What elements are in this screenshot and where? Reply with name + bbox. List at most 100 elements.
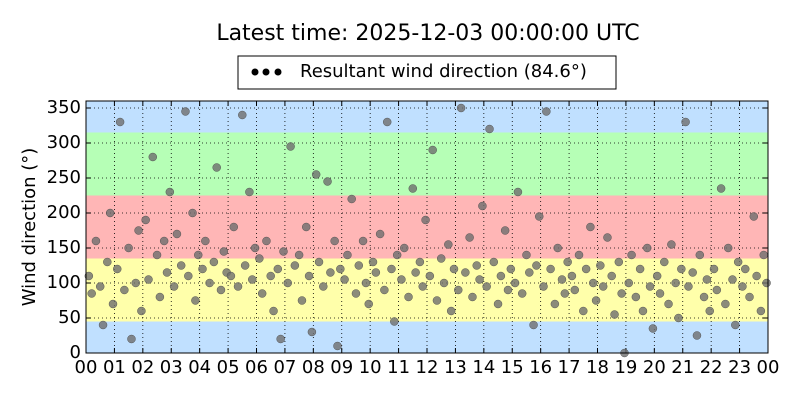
data-point xyxy=(570,285,579,295)
x-tick-label: 00 xyxy=(757,357,780,378)
data-point xyxy=(496,271,506,281)
data-point xyxy=(162,268,172,277)
data-point xyxy=(98,320,108,330)
x-tick-label: 04 xyxy=(188,357,211,378)
x-tick-label: 05 xyxy=(217,357,240,378)
data-point xyxy=(302,222,311,232)
data-point xyxy=(664,299,673,309)
y-tick-label: 100 xyxy=(47,272,81,293)
data-point xyxy=(444,240,453,249)
data-point xyxy=(733,257,743,267)
data-point xyxy=(712,285,722,295)
data-point xyxy=(212,163,221,172)
data-point xyxy=(330,236,339,246)
data-point xyxy=(141,215,150,225)
plot-frame xyxy=(85,100,769,354)
data-point xyxy=(347,194,356,204)
data-point xyxy=(290,261,300,270)
data-point xyxy=(695,250,704,260)
y-tick-label: 250 xyxy=(47,167,81,188)
x-tick-label: 06 xyxy=(245,357,268,378)
data-point xyxy=(387,264,396,274)
data-point xyxy=(493,299,503,309)
data-point xyxy=(563,257,572,267)
x-tick-label: 20 xyxy=(643,357,666,378)
data-point xyxy=(702,275,712,284)
data-point xyxy=(255,254,264,263)
data-point xyxy=(749,212,758,221)
data-point xyxy=(340,275,349,284)
data-point xyxy=(343,250,352,260)
data-point xyxy=(279,247,288,256)
data-point xyxy=(91,236,101,246)
data-point xyxy=(500,226,510,235)
data-point xyxy=(159,236,169,246)
data-point xyxy=(643,243,652,253)
data-point xyxy=(614,257,624,267)
data-point xyxy=(124,243,133,253)
data-point xyxy=(579,306,588,316)
x-tick-label: 14 xyxy=(472,357,495,378)
data-point xyxy=(745,292,754,302)
data-point xyxy=(131,278,140,288)
data-point xyxy=(113,264,122,274)
data-point xyxy=(351,289,361,298)
data-point xyxy=(262,236,271,246)
y-axis-label: Wind direction (°) xyxy=(19,148,40,307)
data-point xyxy=(390,317,399,326)
y-tick-label: 50 xyxy=(58,307,81,328)
data-point xyxy=(240,261,250,270)
data-point xyxy=(371,268,381,277)
data-point xyxy=(468,292,477,302)
x-tick-label: 03 xyxy=(160,357,183,378)
data-point xyxy=(108,299,118,309)
data-point xyxy=(553,243,562,253)
data-point xyxy=(482,282,491,291)
data-point xyxy=(375,229,385,239)
data-point xyxy=(692,331,702,340)
data-point xyxy=(184,271,193,281)
data-point xyxy=(446,306,456,316)
data-point xyxy=(148,152,157,162)
data-point xyxy=(155,292,165,302)
data-point xyxy=(589,278,598,288)
data-point xyxy=(674,313,683,323)
data-point xyxy=(307,327,317,337)
data-point xyxy=(542,107,551,116)
data-point xyxy=(188,208,197,218)
x-tick-label: 02 xyxy=(131,357,154,378)
data-point xyxy=(314,257,324,267)
data-point xyxy=(181,107,190,116)
data-point xyxy=(699,292,709,302)
data-point xyxy=(550,299,560,309)
data-point xyxy=(276,334,285,344)
data-point xyxy=(652,271,662,281)
data-point xyxy=(461,268,470,277)
data-point xyxy=(336,264,345,274)
data-point xyxy=(635,264,645,274)
data-point xyxy=(397,275,406,284)
data-point xyxy=(439,278,449,288)
legend: Resultant wind direction (84.6°) xyxy=(237,55,617,90)
x-tick-label: 17 xyxy=(558,357,581,378)
data-point xyxy=(485,124,494,134)
data-point xyxy=(269,306,278,316)
data-point xyxy=(137,306,146,316)
data-point xyxy=(358,236,368,246)
data-point xyxy=(489,257,498,267)
data-point xyxy=(169,282,179,291)
data-point xyxy=(741,264,750,274)
data-point xyxy=(738,282,747,291)
x-tick-label: 16 xyxy=(529,357,552,378)
data-point xyxy=(233,282,243,291)
data-point xyxy=(361,278,371,288)
data-point xyxy=(627,250,636,260)
data-point xyxy=(667,240,676,249)
data-point xyxy=(266,271,275,281)
data-point xyxy=(655,289,665,298)
legend-marker xyxy=(251,68,259,76)
data-point xyxy=(273,264,283,274)
data-point xyxy=(250,243,260,253)
direction-band xyxy=(86,101,768,133)
y-tick-label: 300 xyxy=(47,132,81,153)
